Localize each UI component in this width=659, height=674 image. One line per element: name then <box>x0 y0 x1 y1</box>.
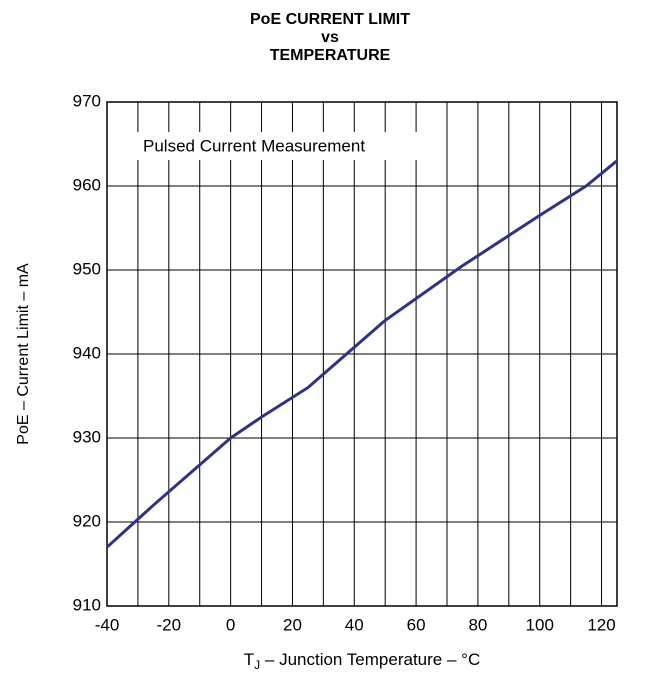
title-line: TEMPERATURE <box>270 47 391 64</box>
annotation: Pulsed Current Measurement <box>143 136 365 155</box>
y-tick-label: 910 <box>73 595 101 614</box>
x-tick-label: 120 <box>587 615 615 634</box>
y-tick-label: 940 <box>73 343 101 362</box>
x-tick-label: 20 <box>283 615 302 634</box>
x-tick-label: -20 <box>157 615 182 634</box>
x-tick-label: 0 <box>226 615 235 634</box>
y-tick-label: 960 <box>73 175 101 194</box>
y-tick-label: 950 <box>73 259 101 278</box>
x-tick-label: 40 <box>345 615 364 634</box>
annotation-bg <box>135 132 417 160</box>
title-line: vs <box>321 29 339 46</box>
x-label-part: – Junction Temperature – °C <box>260 650 480 669</box>
y-tick-label: 970 <box>73 91 101 110</box>
x-label-part: T <box>244 650 254 669</box>
x-tick-label: 60 <box>407 615 426 634</box>
x-tick-label: -40 <box>95 615 120 634</box>
y-axis-label: PoE – Current Limit – mA <box>15 263 32 445</box>
plot-frame <box>106 101 618 607</box>
series-line <box>105 159 618 549</box>
x-label-sub: J <box>254 658 260 672</box>
y-tick-label: 930 <box>73 427 101 446</box>
x-axis-label: TJ – Junction Temperature – °C <box>244 650 480 672</box>
y-tick-label: 920 <box>73 511 101 530</box>
x-tick-label: 80 <box>468 615 487 634</box>
title-line: PoE CURRENT LIMIT <box>250 11 410 28</box>
x-tick-label: 100 <box>526 615 554 634</box>
